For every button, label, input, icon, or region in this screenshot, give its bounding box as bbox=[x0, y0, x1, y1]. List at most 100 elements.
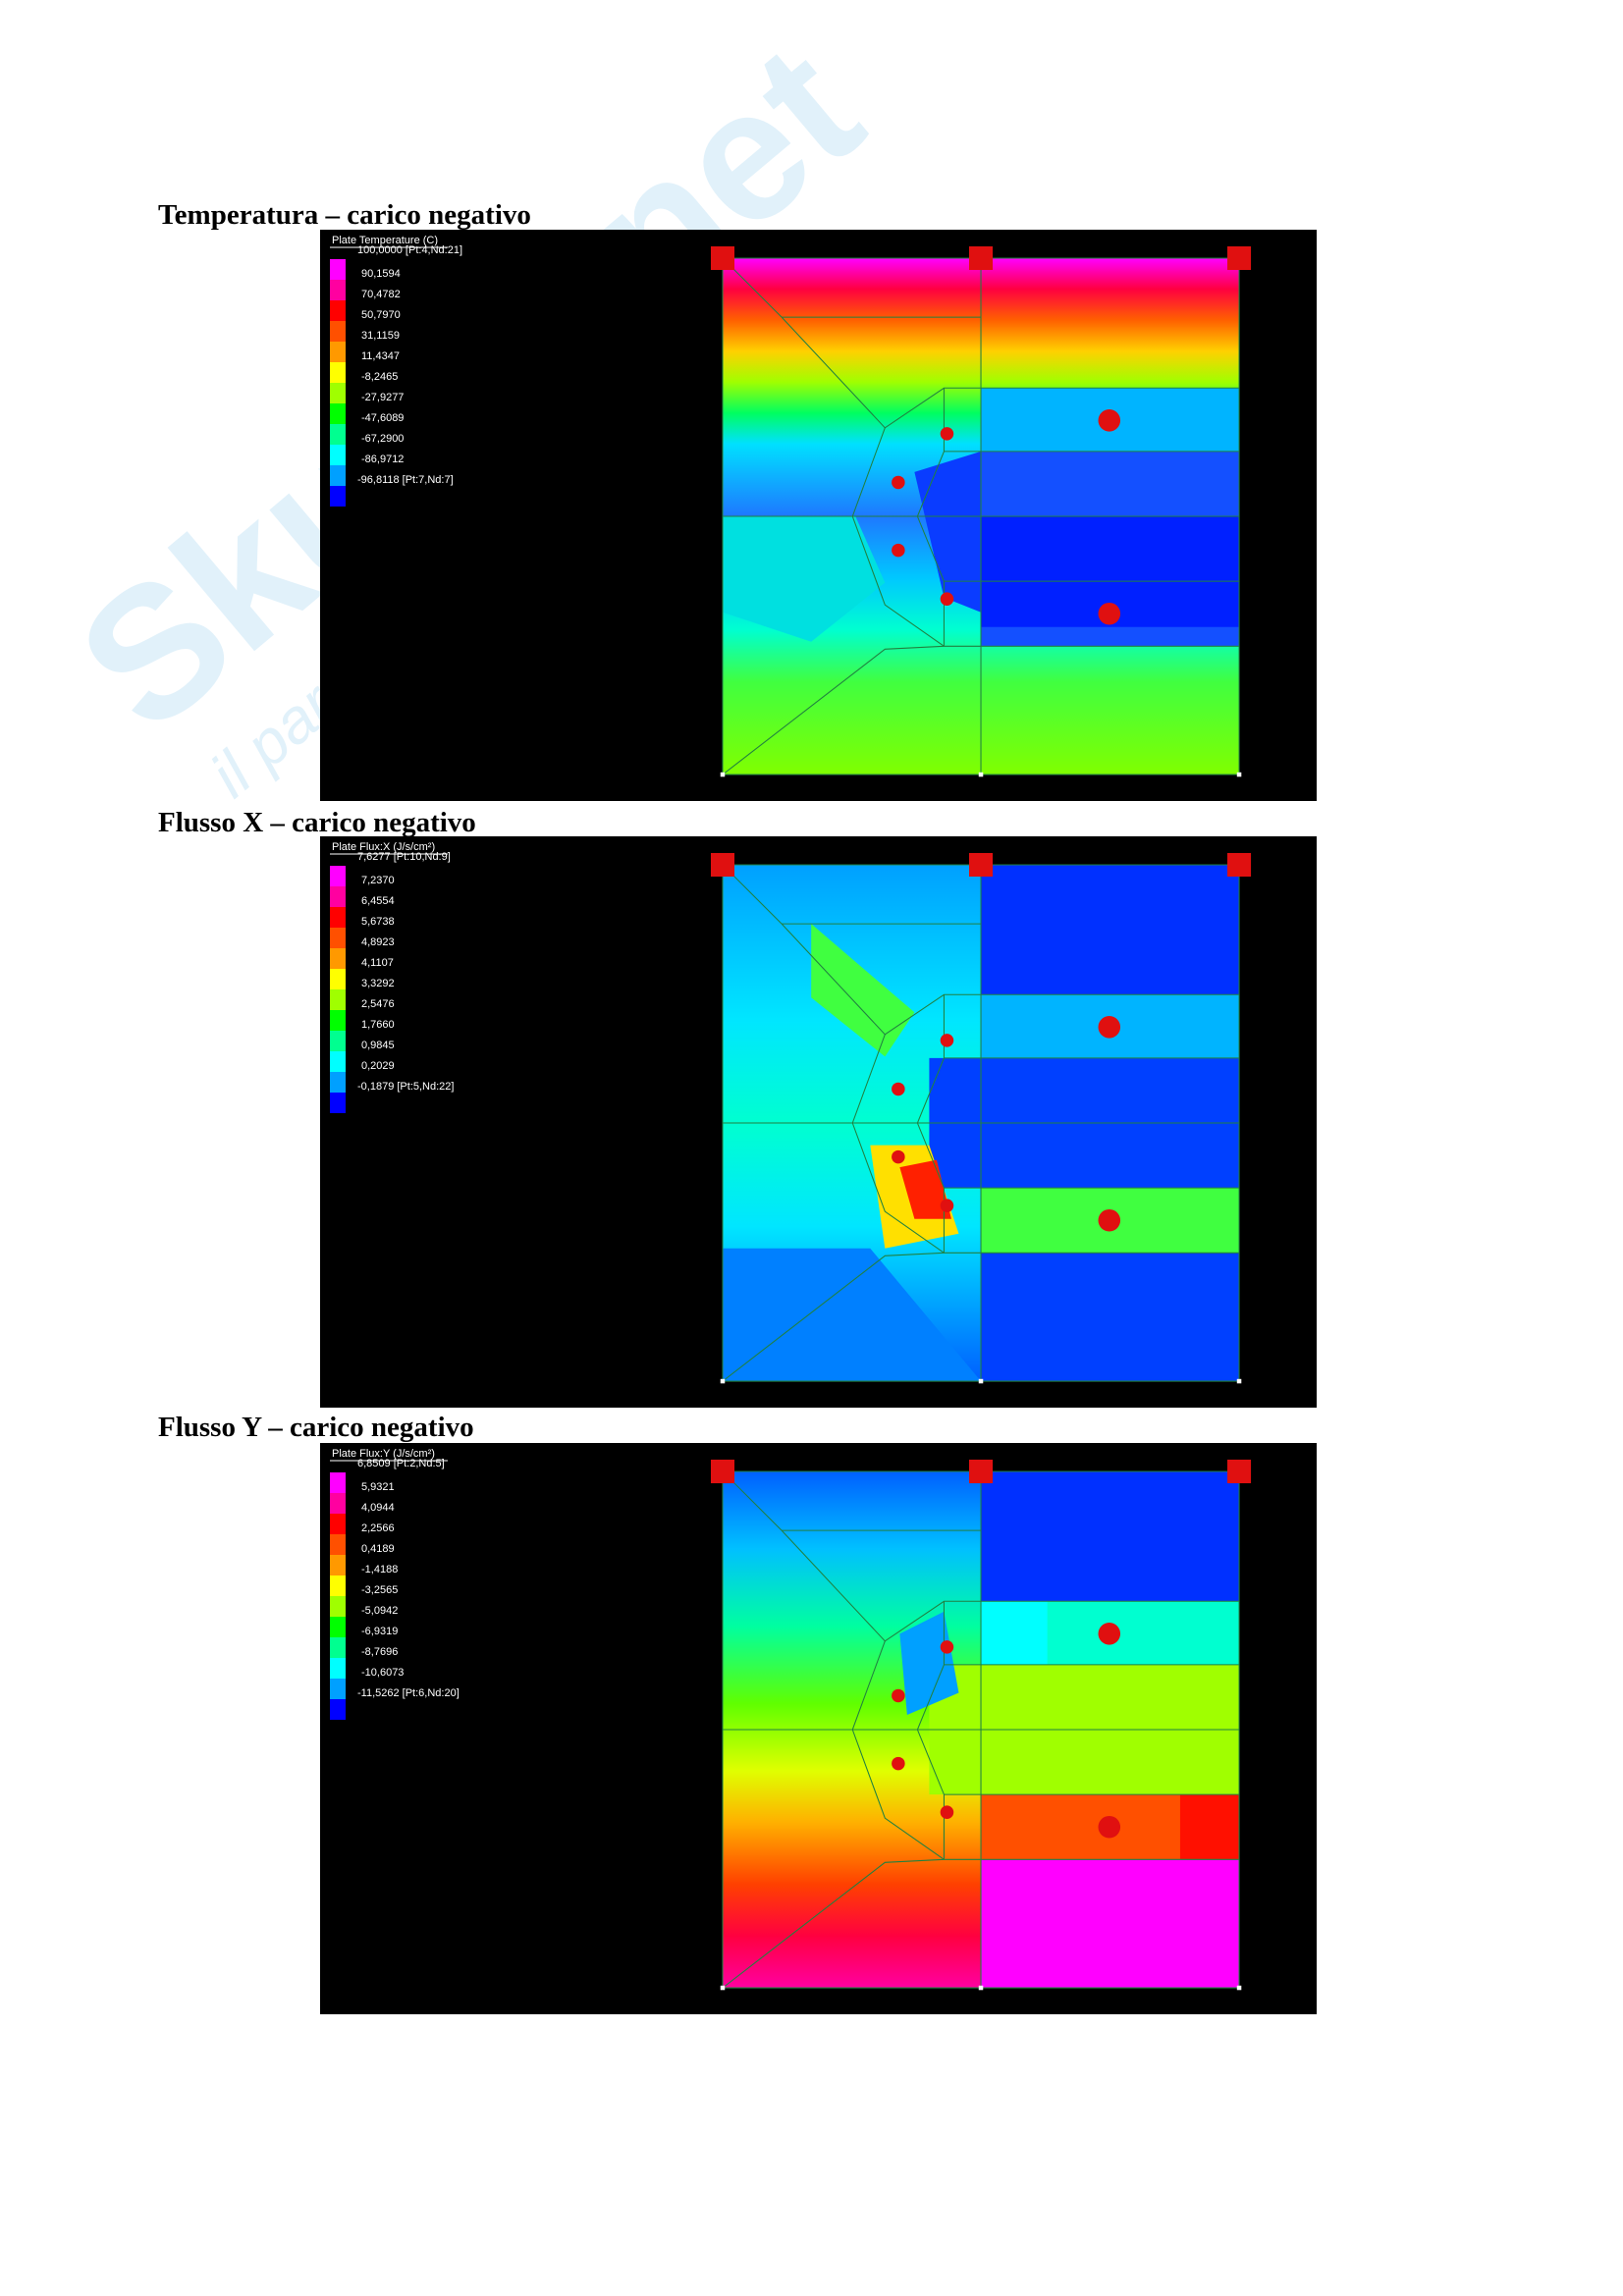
mesh-line bbox=[722, 864, 982, 1036]
node-marker bbox=[892, 1082, 905, 1096]
contour-region bbox=[811, 924, 915, 1057]
node-marker bbox=[1098, 1016, 1121, 1039]
contour-region bbox=[914, 451, 982, 613]
legend-value: -5,0942 bbox=[361, 1605, 398, 1617]
contour-region bbox=[981, 1471, 1240, 1602]
node-marker bbox=[940, 427, 954, 441]
legend-value: 4,8923 bbox=[361, 936, 395, 948]
legend-swatch bbox=[330, 486, 346, 507]
contour bbox=[710, 1459, 1252, 1991]
legend-swatch bbox=[330, 866, 346, 886]
node-marker bbox=[940, 1034, 954, 1047]
legend-swatch bbox=[330, 886, 346, 907]
node-marker bbox=[1098, 1623, 1121, 1645]
legend-swatch bbox=[330, 1472, 346, 1493]
node-marker bbox=[892, 1149, 905, 1164]
legend-swatch bbox=[330, 1658, 346, 1679]
legend-swatch bbox=[330, 300, 346, 321]
legend-value: -67,2900 bbox=[361, 433, 404, 445]
result-panel: Plate Flux:Y (J/s/cm²) 6,8509 [Pt:2,Nd:5]… bbox=[320, 1443, 1317, 2014]
node-point bbox=[1236, 1985, 1242, 1991]
result-plot: Plate Flux:X (J/s/cm²)7,6277 [Pt:10,Nd:9… bbox=[330, 841, 1252, 1384]
legend-swatch bbox=[330, 1637, 346, 1658]
legend-swatch bbox=[330, 362, 346, 383]
mesh-line bbox=[851, 427, 945, 647]
contour-region bbox=[981, 1253, 1240, 1382]
node-marker bbox=[940, 1640, 954, 1654]
node-point bbox=[720, 772, 726, 777]
contour-region bbox=[1179, 1794, 1240, 1860]
node-point bbox=[978, 1378, 984, 1384]
contour-region bbox=[723, 1248, 982, 1382]
node-point bbox=[1236, 772, 1242, 777]
support-marker bbox=[710, 1459, 735, 1484]
legend-value: 5,9321 bbox=[361, 1481, 395, 1493]
legend-swatch bbox=[330, 403, 346, 424]
support-marker bbox=[1227, 245, 1252, 271]
legend-value: 2,2566 bbox=[361, 1522, 395, 1534]
legend-swatch bbox=[330, 1072, 346, 1093]
node-marker bbox=[892, 543, 905, 558]
node-point bbox=[978, 772, 984, 777]
support-marker bbox=[1227, 852, 1252, 878]
mesh-line bbox=[722, 1470, 982, 1642]
legend-value: -8,2465 bbox=[361, 371, 398, 383]
legend-swatch bbox=[330, 1514, 346, 1534]
legend-value: 0,2029 bbox=[361, 1060, 395, 1072]
result-plot: Plate Flux:Y (J/s/cm²)6,8509 [Pt:2,Nd:5]… bbox=[330, 1448, 1252, 1991]
legend-value: -3,2565 bbox=[361, 1584, 398, 1596]
section-heading: Temperatura – carico negativo bbox=[158, 199, 531, 231]
node-marker bbox=[892, 1688, 905, 1703]
legend-swatch bbox=[330, 1617, 346, 1637]
mesh-line bbox=[916, 451, 982, 582]
legend-value: 7,2370 bbox=[361, 875, 395, 886]
legend-value: 2,5476 bbox=[361, 998, 395, 1010]
legend-swatch bbox=[330, 907, 346, 928]
mesh-line bbox=[722, 257, 982, 429]
node-marker bbox=[940, 1805, 954, 1819]
legend-value: -96,8118 [Pt:7,Nd:7] bbox=[357, 474, 454, 486]
contour-region bbox=[981, 1859, 1240, 1989]
legend-value: 4,0944 bbox=[361, 1502, 395, 1514]
legend-value: -11,5262 [Pt:6,Nd:20] bbox=[357, 1687, 460, 1699]
legend-value: 0,9845 bbox=[361, 1040, 395, 1051]
legend-swatch bbox=[330, 445, 346, 465]
legend-swatch bbox=[330, 1555, 346, 1575]
node-marker bbox=[1098, 1208, 1121, 1232]
legend-swatch bbox=[330, 280, 346, 300]
legend-value: 3,3292 bbox=[361, 978, 395, 989]
legend-value: -47,6089 bbox=[361, 412, 404, 424]
support-marker bbox=[710, 852, 735, 878]
contour-region bbox=[981, 865, 1240, 995]
mesh-line bbox=[851, 1640, 945, 1860]
legend-swatch bbox=[330, 259, 346, 280]
legend-value: -27,9277 bbox=[361, 392, 404, 403]
contour-region bbox=[723, 516, 886, 642]
legend-swatch bbox=[330, 1596, 346, 1617]
legend-value: 0,4189 bbox=[361, 1543, 395, 1555]
node-point bbox=[978, 1985, 984, 1991]
node-marker bbox=[940, 1199, 954, 1212]
legend-swatch bbox=[330, 342, 346, 362]
support-marker bbox=[1227, 1459, 1252, 1484]
legend-value: 6,8509 [Pt:2,Nd:5] bbox=[357, 1458, 445, 1469]
legend-swatch bbox=[330, 1575, 346, 1596]
legend-value: -6,9319 bbox=[361, 1626, 398, 1637]
legend-value: -1,4188 bbox=[361, 1564, 398, 1575]
contour-region bbox=[981, 516, 1240, 627]
node-marker bbox=[1098, 1815, 1121, 1839]
legend-value: 1,7660 bbox=[361, 1019, 395, 1031]
node-point bbox=[720, 1378, 726, 1384]
legend-value: 7,6277 [Pt:10,Nd:9] bbox=[357, 851, 451, 863]
legend-swatch bbox=[330, 948, 346, 969]
legend-swatch bbox=[330, 465, 346, 486]
legend-value: 4,1107 bbox=[361, 957, 394, 969]
legend-value: 50,7970 bbox=[361, 309, 401, 321]
section-heading: Flusso X – carico negativo bbox=[158, 807, 476, 838]
support-marker bbox=[969, 1459, 994, 1484]
support-marker bbox=[710, 245, 735, 271]
contour bbox=[710, 852, 1252, 1384]
contour-region bbox=[981, 1601, 1048, 1665]
result-panel: Plate Flux:X (J/s/cm²) 7,6277 [Pt:10,Nd:9… bbox=[320, 836, 1317, 1408]
